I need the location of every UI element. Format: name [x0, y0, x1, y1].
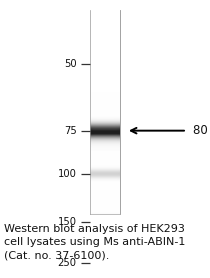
Bar	[90, 10, 120, 214]
Text: 100: 100	[58, 169, 77, 179]
Text: 75: 75	[64, 126, 77, 136]
Text: 80 kDa: 80 kDa	[193, 124, 210, 137]
Text: Western blot analysis of HEK293
cell lysates using Ms anti-ABIN-1
(Cat. no. 37-6: Western blot analysis of HEK293 cell lys…	[4, 224, 186, 260]
Text: 150: 150	[58, 217, 77, 227]
Text: 250: 250	[58, 258, 77, 268]
Text: 50: 50	[64, 59, 77, 69]
